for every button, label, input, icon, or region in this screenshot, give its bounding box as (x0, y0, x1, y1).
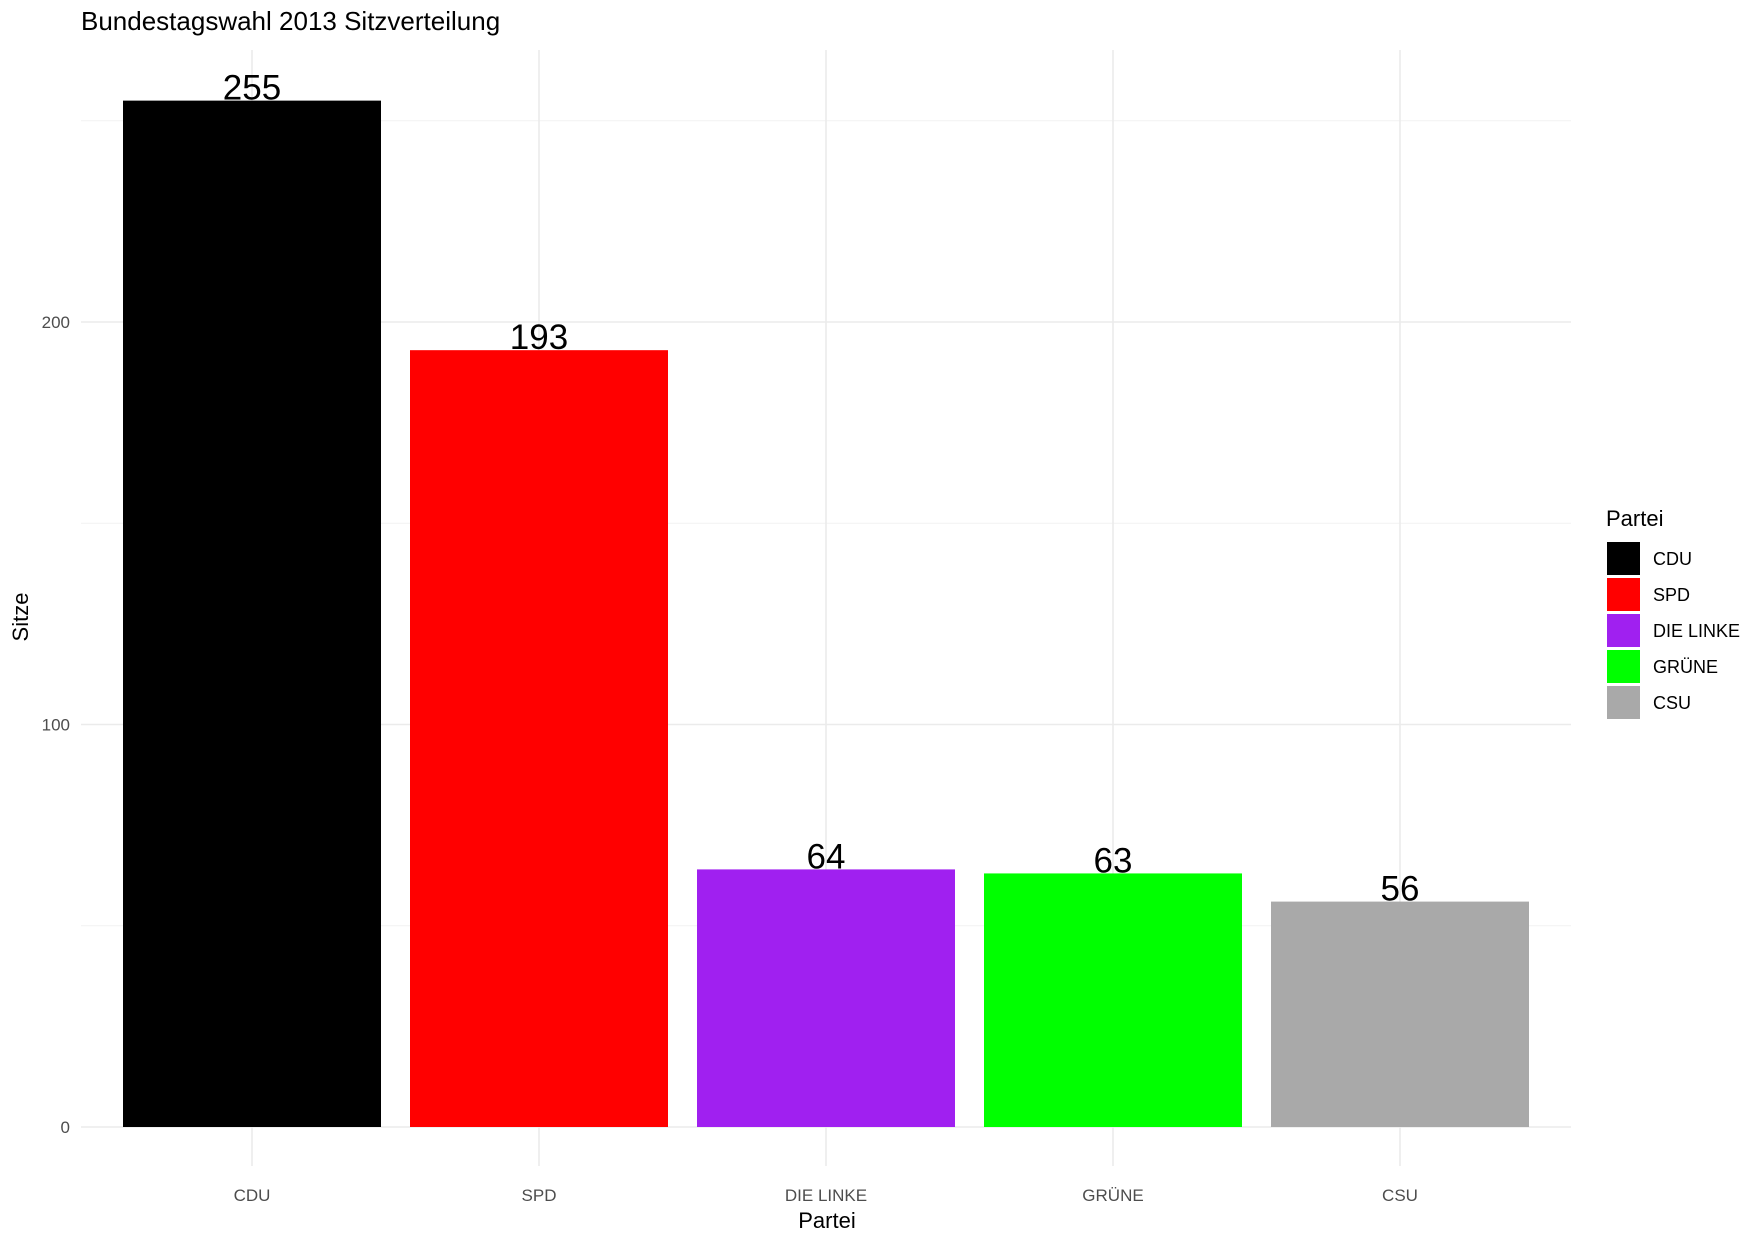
legend-label: SPD (1653, 585, 1690, 605)
x-axis-title: Partei (798, 1208, 855, 1233)
legend-title: Partei (1606, 506, 1663, 531)
legend-label: CDU (1653, 549, 1692, 569)
legend-key (1607, 650, 1640, 683)
legend-label: GRÜNE (1653, 657, 1718, 677)
legend-key (1607, 578, 1640, 611)
bar-gr-ne (984, 873, 1242, 1127)
x-tick-label: DIE LINKE (785, 1186, 867, 1205)
y-tick-label: 100 (42, 716, 70, 735)
data-label: 64 (807, 837, 846, 876)
y-axis-ticks: 0 100 200 (42, 313, 70, 1137)
legend-key (1607, 614, 1640, 647)
bar-spd (410, 350, 668, 1127)
legend-key (1607, 686, 1640, 719)
x-tick-label: SPD (522, 1186, 557, 1205)
x-tick-label: GRÜNE (1082, 1186, 1143, 1205)
data-labels: 255 193 64 63 56 (223, 69, 1420, 909)
y-axis-title: Sitze (8, 593, 33, 642)
data-label: 63 (1094, 841, 1133, 880)
legend: Partei CDU SPD DIE LINKE GRÜNE CSU (1606, 506, 1740, 719)
bar-csu (1271, 901, 1529, 1127)
legend-items: CDU SPD DIE LINKE GRÜNE CSU (1607, 542, 1740, 719)
legend-label: DIE LINKE (1653, 621, 1740, 641)
y-tick-label: 200 (42, 313, 70, 332)
x-tick-label: CDU (234, 1186, 271, 1205)
legend-key (1607, 542, 1640, 575)
bars (123, 100, 1529, 1127)
data-label: 56 (1381, 870, 1420, 909)
legend-label: CSU (1653, 693, 1691, 713)
chart-title: Bundestagswahl 2013 Sitzverteilung (81, 6, 500, 36)
x-tick-label: CSU (1382, 1186, 1418, 1205)
x-axis-ticks: CDU SPD DIE LINKE GRÜNE CSU (234, 1186, 1418, 1205)
data-label: 255 (223, 69, 281, 108)
y-tick-label: 0 (61, 1118, 70, 1137)
data-label: 193 (510, 318, 568, 357)
bar-die-linke (697, 869, 955, 1127)
bar-cdu (123, 100, 381, 1127)
